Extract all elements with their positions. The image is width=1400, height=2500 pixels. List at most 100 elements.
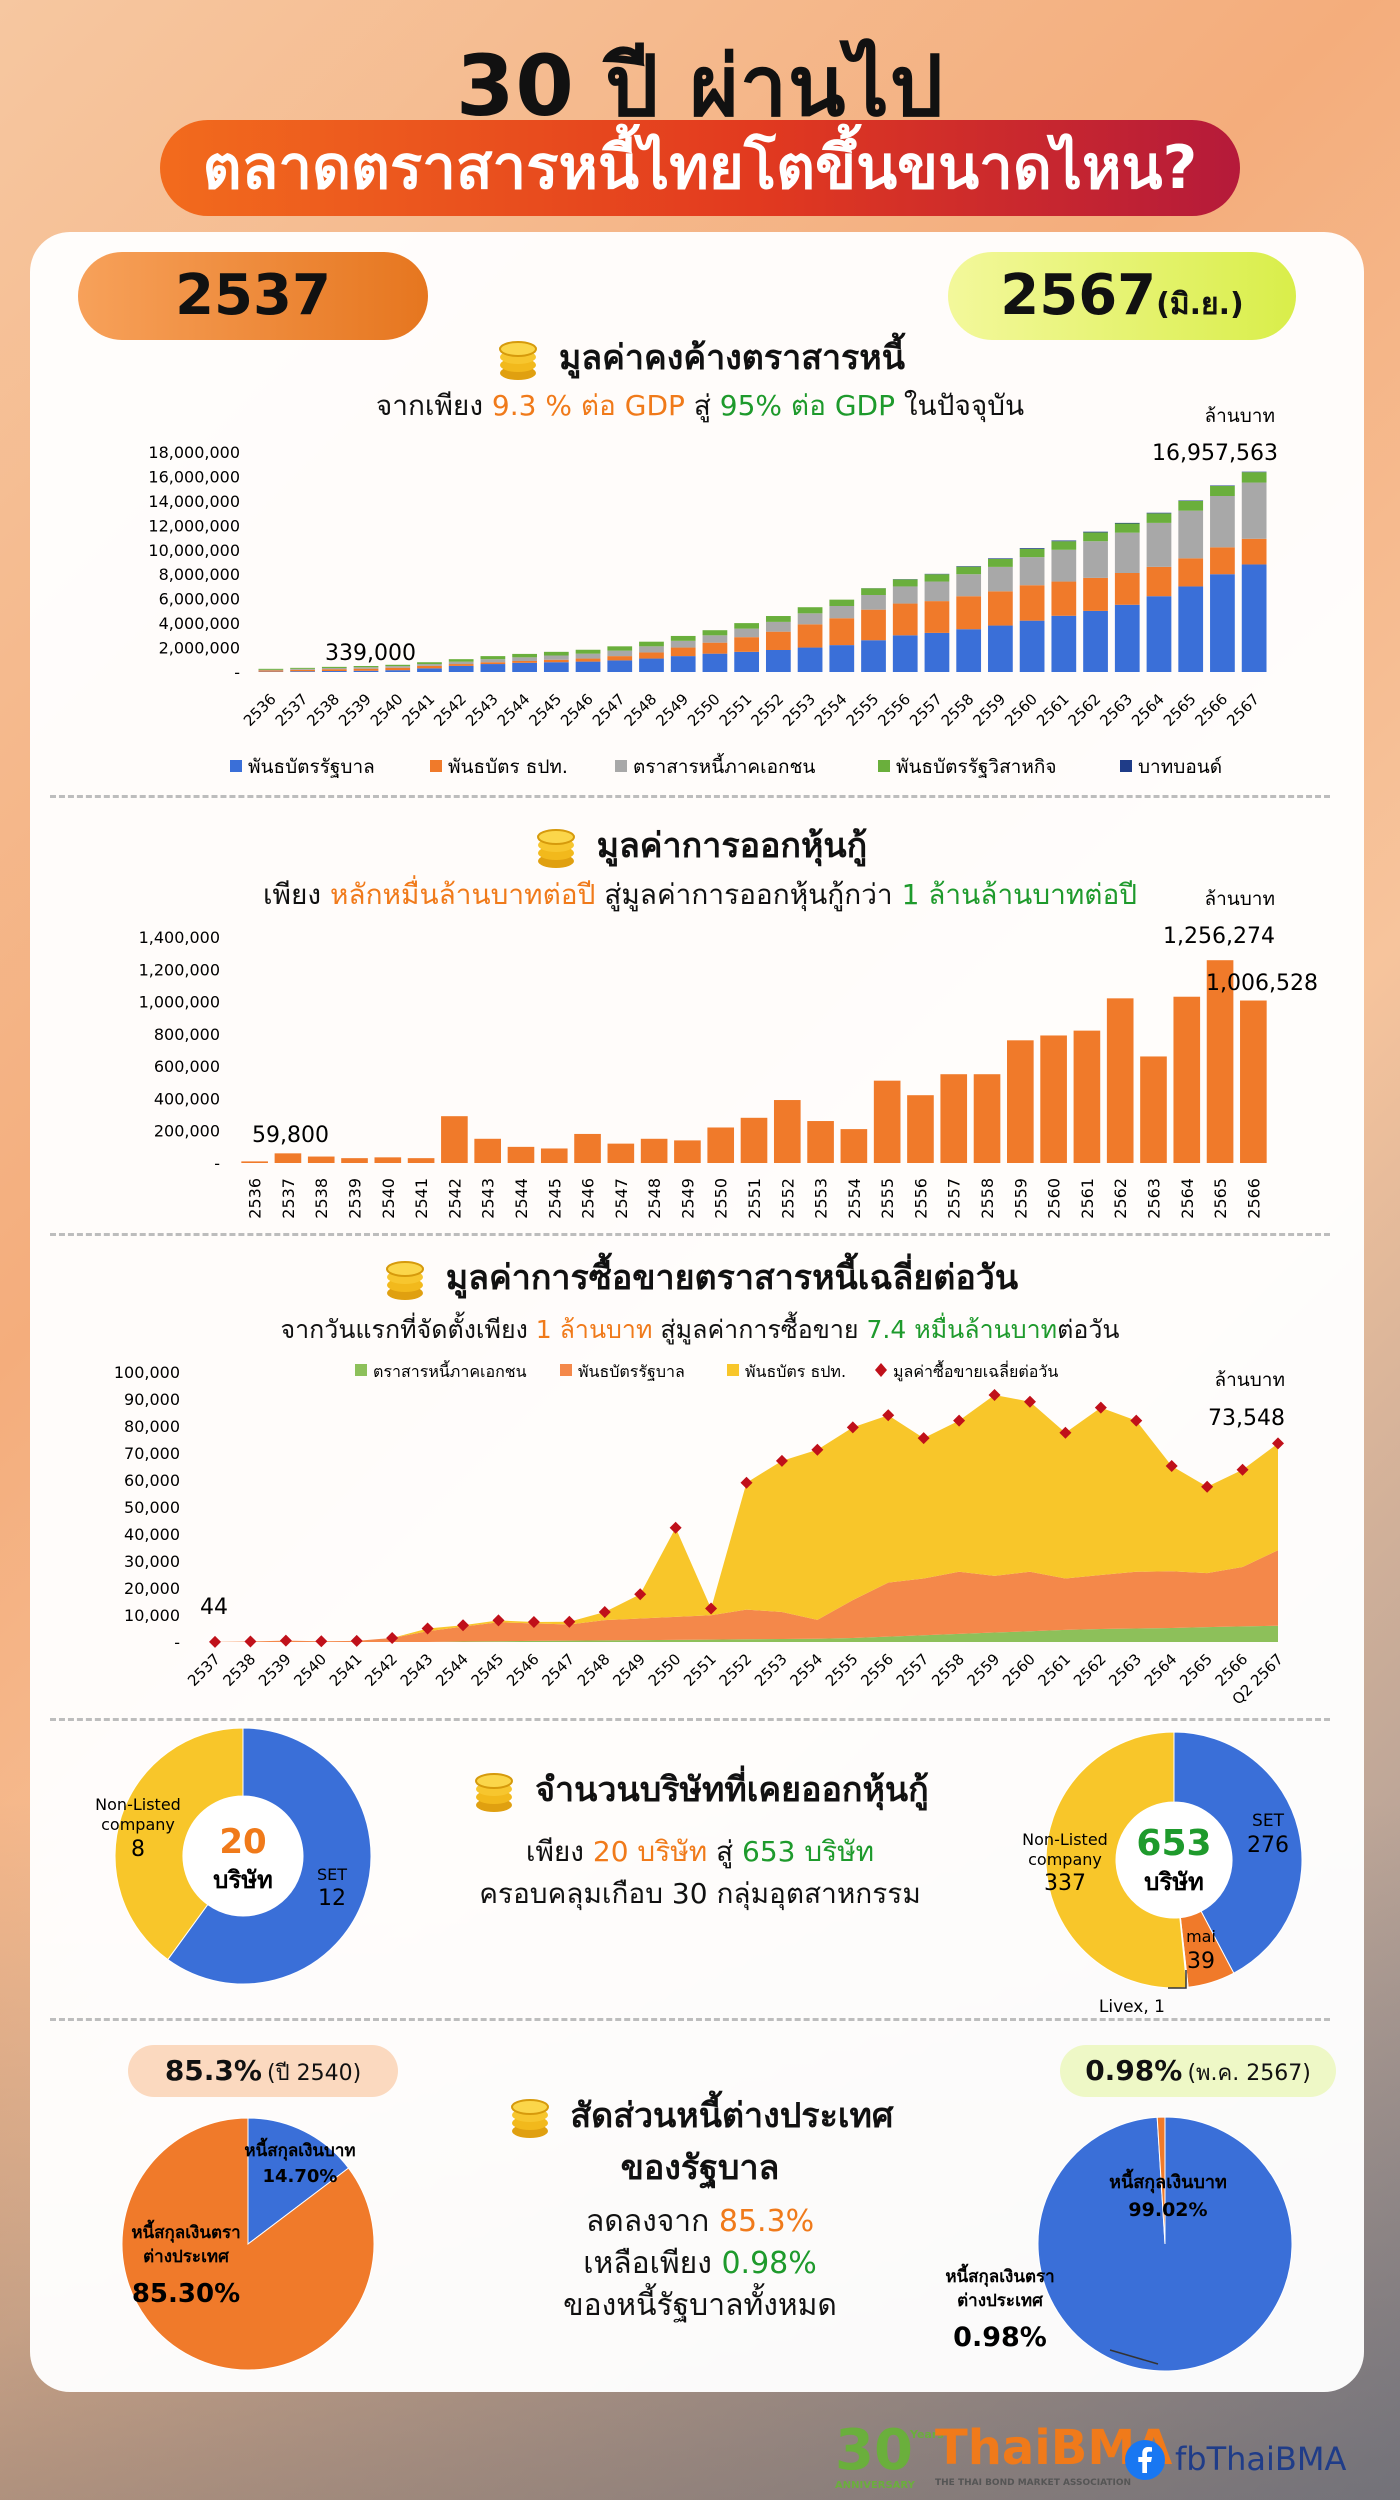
bar-segment — [448, 665, 474, 672]
bar-segment — [1146, 512, 1172, 514]
bar-segment — [417, 664, 442, 666]
sec2-subtitle: เพียง หลักหมื่นล้านบาทต่อปี สู่มูลค่าการ… — [0, 873, 1400, 917]
line-point-marker — [1130, 1414, 1143, 1427]
sec4-line1-mid: สู่ — [707, 1835, 743, 1868]
sec5-line2-pre: เหลือเพียง — [583, 2246, 722, 2281]
line-point-marker — [846, 1421, 859, 1434]
legend-label: พันธบัตรรัฐบาล — [578, 1362, 685, 1381]
bar-segment — [702, 635, 728, 643]
bar-segment — [988, 591, 1013, 626]
slice-label: Livex, 1 — [1099, 1997, 1165, 2017]
sec3-sub-b: 7.4 หมื่นล้านบาท — [866, 1315, 1058, 1344]
bar-segment — [480, 664, 506, 672]
line-point-marker — [705, 1602, 718, 1615]
slice-value: 276 — [1247, 1833, 1289, 1858]
sec3-title: มูลค่าการซื้อขายตราสารหนี้เฉลี่ยต่อวัน — [445, 1258, 1019, 1298]
bar-segment — [988, 558, 1013, 567]
thaibma-tagline: THE THAI BOND MARKET ASSOCIATION — [935, 2478, 1132, 2488]
coin-stack-icon — [475, 1772, 514, 1812]
bar-segment — [290, 669, 315, 672]
pie-slice — [1156, 2116, 1166, 2245]
x-tick-label: 2564 — [1178, 1178, 1197, 1219]
y-tick-label: 18,000,000 — [148, 443, 240, 462]
bar-segment — [956, 629, 982, 672]
sec5-line1-a: 85.3% — [718, 2204, 815, 2239]
x-tick-label: 2555 — [878, 1178, 897, 1219]
slice-label: SET — [317, 1865, 347, 1884]
y-tick-label: 80,000 — [124, 1417, 180, 1436]
bar-segment — [1241, 482, 1267, 539]
legend-label: พันธบัตร ธปท. — [448, 756, 568, 778]
bar-segment — [512, 661, 537, 663]
bar-segment — [575, 661, 601, 672]
bar-segment — [353, 667, 379, 669]
x-tick-label: 2562 — [1111, 1178, 1130, 1219]
sec5-title-row: สัดส่วนหนี้ต่างประเทศ — [0, 2088, 1400, 2142]
facebook-handle[interactable]: fbThaiBMA — [1175, 2440, 1347, 2478]
bar-segment — [924, 632, 950, 672]
right-badge-value: 0.98% — [1085, 2054, 1183, 2087]
bar-segment — [765, 616, 791, 622]
bar-segment — [924, 601, 950, 633]
bar-segment — [892, 635, 918, 672]
line-point-marker — [279, 1634, 292, 1647]
line-point-marker — [492, 1614, 505, 1627]
bar — [241, 1161, 268, 1163]
bar-segment — [543, 651, 569, 656]
y-tick-label: 1,400,000 — [139, 928, 220, 947]
donut-unit: บริษัท — [1144, 1868, 1204, 1896]
line-point-marker — [953, 1414, 966, 1427]
y-tick-label: 10,000 — [124, 1606, 180, 1625]
bar-segment — [797, 607, 823, 614]
bar — [973, 1074, 1001, 1163]
bar-segment — [575, 653, 601, 659]
line-point-marker — [811, 1443, 824, 1456]
facebook-icon[interactable] — [1125, 2440, 1165, 2480]
y-tick-label: 14,000,000 — [148, 492, 240, 511]
bar-segment — [892, 586, 918, 604]
bar-segment — [734, 628, 760, 638]
bar-segment — [480, 656, 506, 660]
coin-stack-icon — [510, 2098, 549, 2138]
end-value-label: 16,957,563 — [1152, 441, 1278, 466]
bar-segment — [543, 662, 569, 672]
bar-segment — [702, 653, 728, 672]
x-tick-label: 2558 — [978, 1178, 997, 1219]
y-tick-label: 16,000,000 — [148, 467, 240, 486]
bar — [507, 1146, 535, 1163]
right-badge-note: (พ.ค. 2567) — [1187, 2061, 1311, 2086]
bar-segment — [734, 637, 760, 652]
legend-label: มูลค่าซื้อขายเฉลี่ยต่อวัน — [893, 1360, 1058, 1382]
y-tick-label: 10,000,000 — [148, 541, 240, 560]
end-value-label: 1,006,528 — [1206, 971, 1318, 996]
x-tick-label: 2537 — [279, 1178, 298, 1219]
y-tick-label: 40,000 — [124, 1525, 180, 1544]
bar-segment — [829, 645, 855, 672]
sec5-line3: ของหนี้รัฐบาลทั้งหมด — [563, 2288, 837, 2323]
slice-value: 8 — [131, 1837, 145, 1862]
divider-3 — [50, 1718, 1330, 1721]
slice-label: หนี้สกุลเงินบาท — [1109, 2168, 1227, 2194]
slice-label: Non-Listed — [95, 1795, 181, 1814]
bar-segment — [956, 596, 982, 630]
bar-segment — [1019, 548, 1045, 549]
line-point-marker — [1272, 1437, 1284, 1450]
bar-segment — [861, 595, 886, 610]
legend-label: พันธบัตรรัฐวิสาหกิจ — [896, 756, 1057, 778]
y-tick-label: 1,200,000 — [139, 960, 220, 979]
bar-segment — [639, 658, 664, 672]
slice-value: 0.98% — [953, 2322, 1047, 2353]
bar-segment — [639, 641, 664, 647]
sec5-line2: เหลือเพียง 0.98% — [0, 2240, 1400, 2287]
bar-segment — [1210, 496, 1235, 548]
y-tick-label: 4,000,000 — [159, 614, 240, 633]
y-tick-label: 2,000,000 — [159, 639, 240, 658]
sec4-line1: เพียง 20 บริษัท สู่ 653 บริษัท — [0, 1830, 1400, 1874]
line-point-marker — [1165, 1459, 1178, 1472]
x-tick-label: 2539 — [346, 1178, 365, 1219]
x-tick-label: 2551 — [745, 1178, 764, 1219]
start-value-label: 44 — [200, 1595, 228, 1620]
bar-segment — [607, 660, 633, 672]
